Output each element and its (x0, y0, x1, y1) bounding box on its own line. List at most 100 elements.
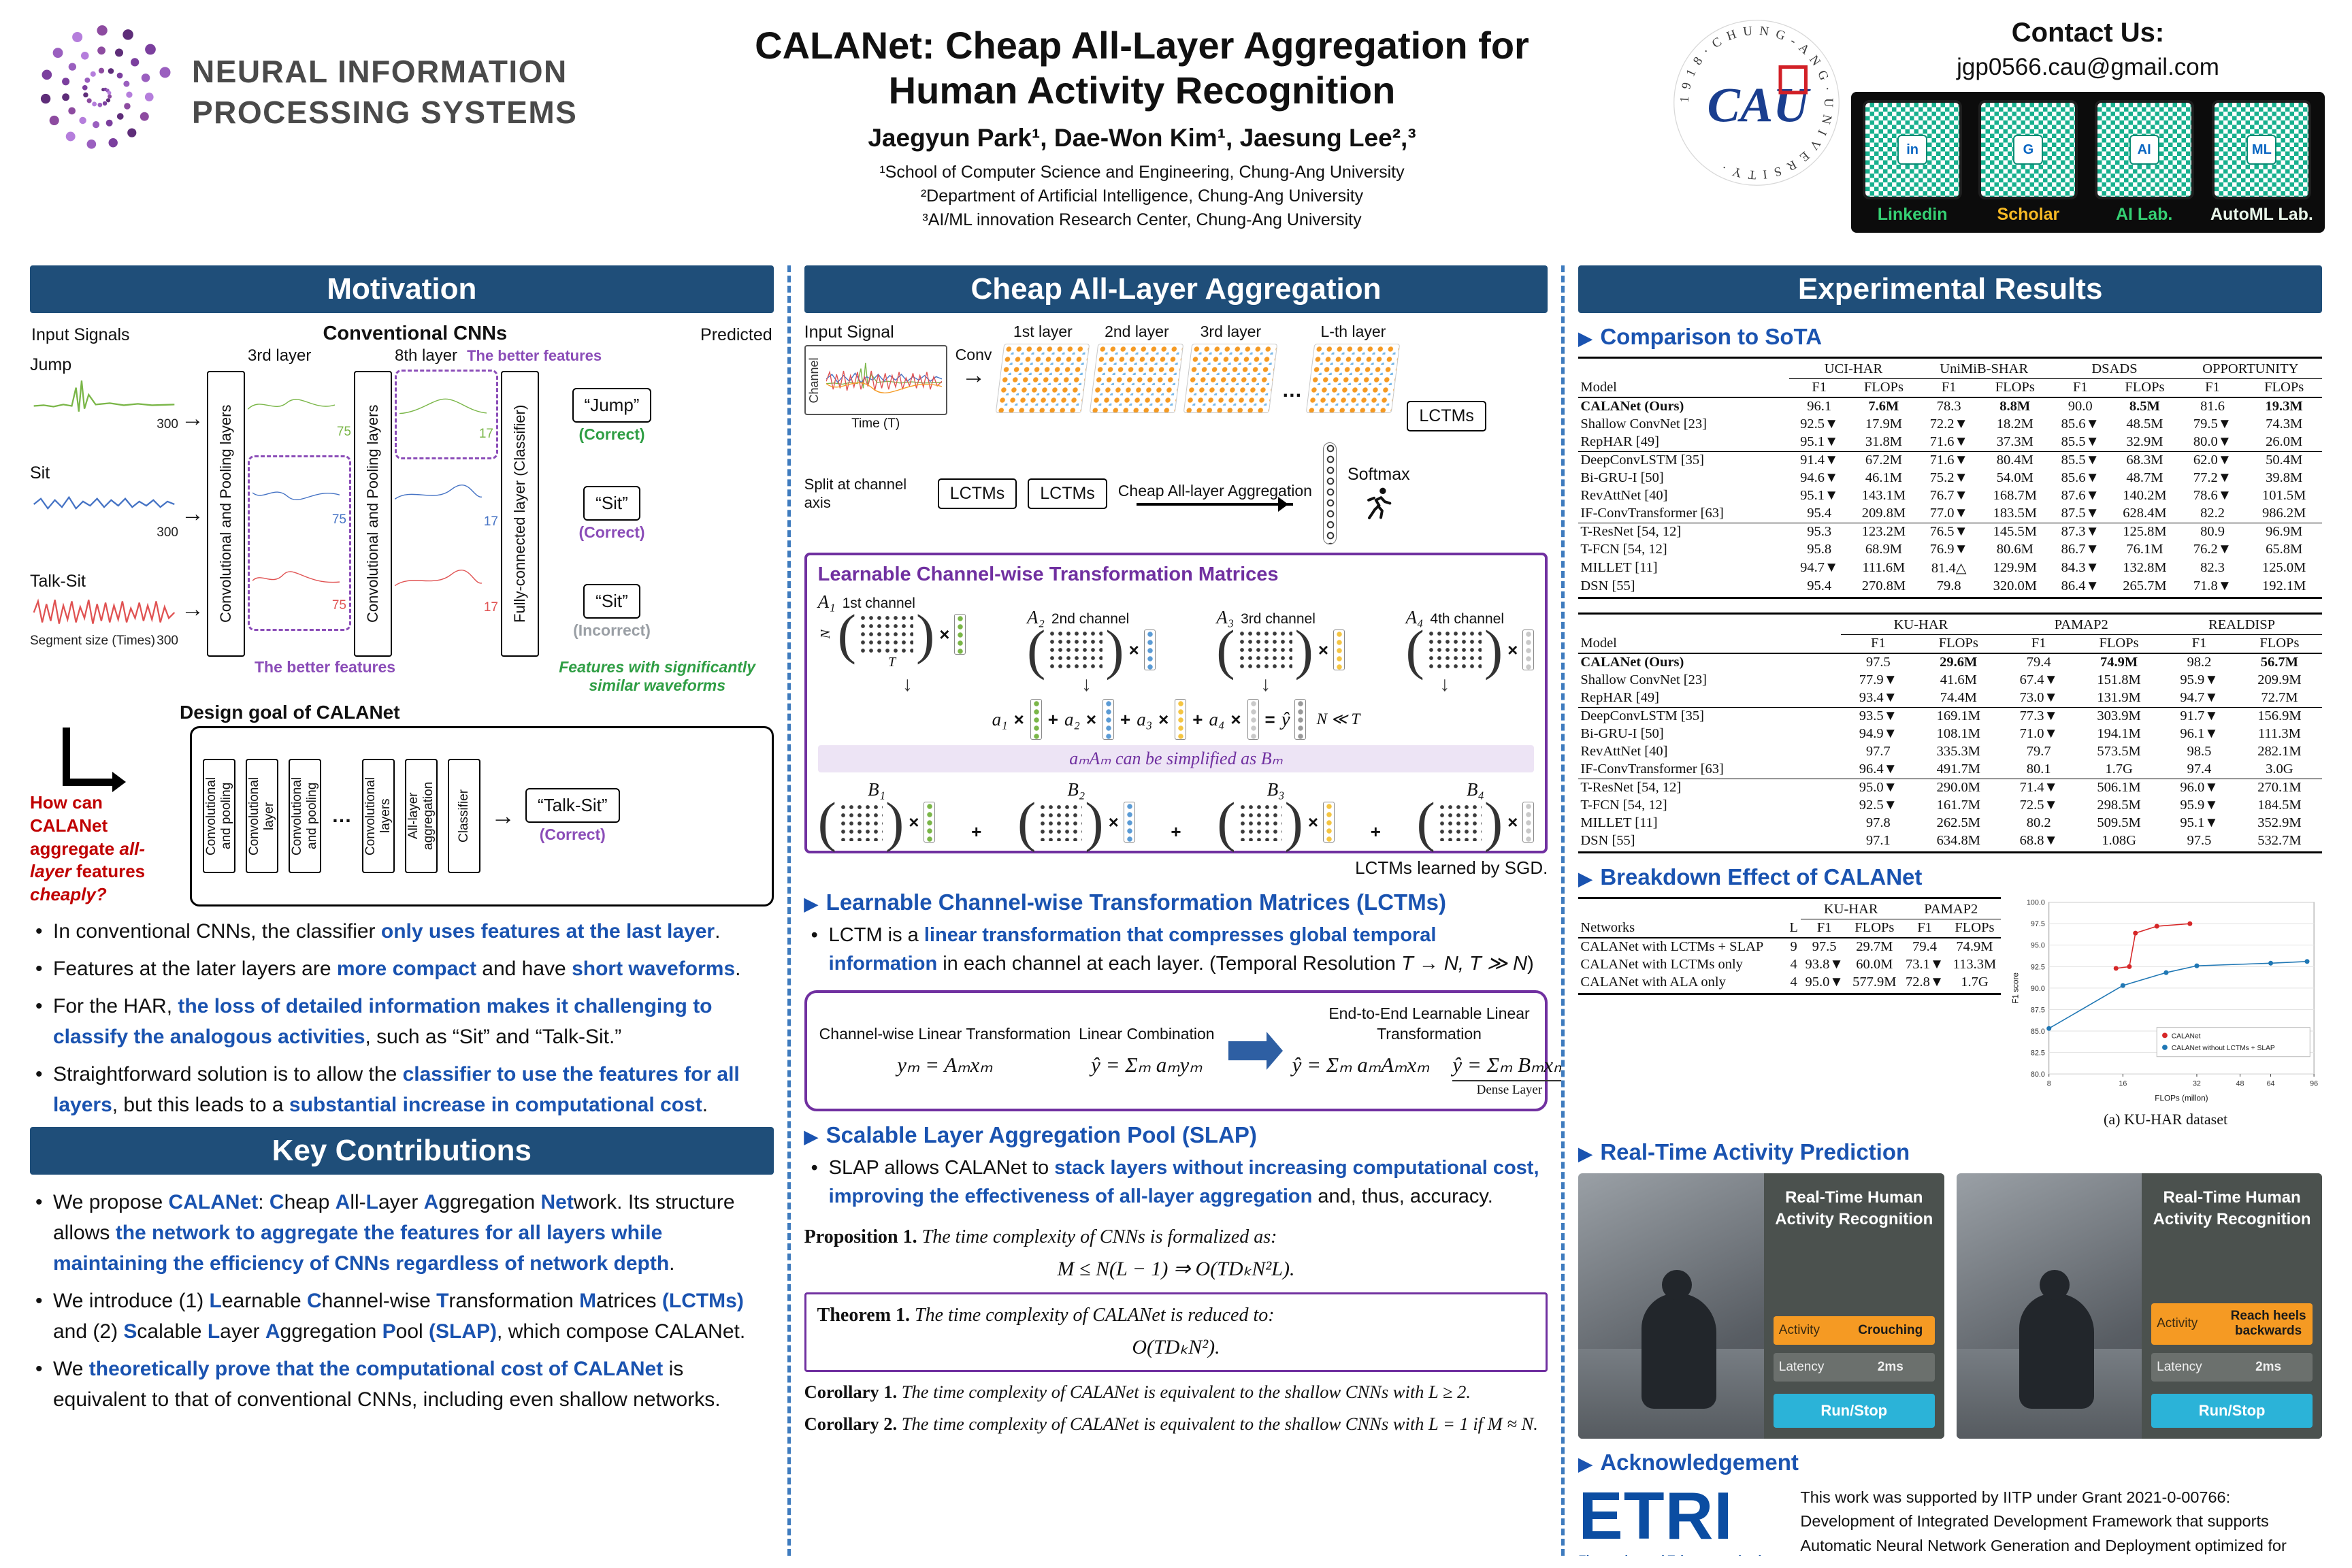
table-row: DeepConvLSTM [35] 93.5▼ 169.1M 77.3▼ 303.9M 9… (1578, 706, 2323, 725)
channel-3-label: 3rd channel (1241, 611, 1316, 627)
channel-2-vector (1143, 630, 1156, 670)
softmax-label: Softmax (1347, 464, 1410, 484)
method-section-header: Cheap All-Layer Aggregation (804, 265, 1548, 313)
qr-item-scholar: G Scholar (1978, 100, 2078, 225)
activity-row: Activity Crouching (1773, 1316, 1935, 1345)
proposition-1: Proposition 1. The time complexity of CN… (804, 1224, 1548, 1283)
person-photo (1578, 1173, 1764, 1439)
cau-mark: CAU (1708, 78, 1812, 133)
ai-lab-icon: AI (2129, 135, 2159, 165)
simplified-matrix (1238, 803, 1282, 841)
feature-wave (252, 571, 340, 583)
matrix-B2-label: B₂ (1067, 779, 1085, 800)
verdict-incorrect: (Incorrect) (573, 621, 651, 639)
table-row: IF-ConvTransformer [63] 95.4 209.8M 77.0▼ 18… (1580, 506, 2306, 521)
contact-email-link[interactable]: jgp0566.cau@gmail.com (1957, 54, 2219, 80)
acknowledgement-text: This work was supported by IITP under Gr… (1800, 1488, 2287, 1554)
realtime-demo-photo-1: Real-Time Human Activity Recognition Act… (1578, 1173, 1944, 1439)
table-row: CALANet (Ours) 97.5 29.6M 79.4 74.9M 98.2 56.7… (1580, 655, 2298, 670)
signal-talk-sit-label: Talk-Sit (30, 571, 86, 591)
n-much-less-than-t: N ≪ T (1316, 710, 1360, 728)
feature-wave (395, 484, 482, 500)
layer-1-label: 1st layer (1013, 323, 1073, 340)
segment-size-label: Segment size (Times) (30, 633, 156, 648)
table-row: T-FCN [54, 12] 95.8 68.9M 76.9▼ 80.6M 86.7▼ 76… (1580, 542, 2303, 557)
talk-sit-length: 300 (157, 633, 178, 648)
table-row: T-FCN [54, 12] 92.5▼ 161.7M 72.5▼ 298.5M 95.9… (1580, 798, 2302, 813)
channel-1-vector (954, 614, 966, 655)
layer-3-label: 3rd layer (1200, 323, 1262, 340)
feature-wave (248, 399, 335, 410)
method-diagram-row2: Split at channel axis LCTMs LCTMs Cheap … (804, 442, 1548, 544)
transformation-matrix (1237, 630, 1292, 670)
qr-item-linkedin: in Linkedin (1863, 100, 1963, 225)
svg-text:8: 8 (2047, 1080, 2051, 1088)
feature-wave (395, 570, 482, 587)
eq1-formula: yₘ = Aₘxₘ (897, 1052, 993, 1077)
contact-label: Contact Us: (2011, 18, 2165, 48)
input-signal-plot: Channel (804, 345, 947, 415)
neurips-wordmark-line2: PROCESSING SYSTEMS (192, 95, 578, 130)
third-layer-label: 3rd layer (248, 346, 312, 365)
person-silhouette (2019, 1270, 2095, 1409)
poster-title: CALANet: Cheap All-Layer Aggregation for… (630, 23, 1654, 113)
verdict-correct: (Correct) (578, 523, 645, 541)
n-dimension-label: N (817, 630, 833, 639)
feature-length: 17 (483, 600, 498, 615)
table-row: T-ResNet [54, 12] 95.0▼ 290.0M 71.4▼ 506.1M 9… (1578, 778, 2323, 797)
linkedin-icon: in (1897, 135, 1928, 165)
run-stop-button: Run/Stop (2151, 1394, 2313, 1428)
table-row: Bi-GRU-I [50] 94.9▼ 108.1M 71.0▼ 194.1M 96.1▼… (1580, 726, 2301, 741)
transformation-matrix (1426, 630, 1482, 670)
section-marker-icon: ▶ (1578, 1143, 1592, 1164)
table-row: Shallow ConvNet [23] 92.5▼ 17.9M 72.2▼ 18.2M… (1580, 416, 2303, 431)
table-row: CALANet with LCTMs + SLAP 9 97.5 29.7M 79.4 7… (1580, 939, 1993, 954)
poster-title-line2: Human Activity Recognition (888, 69, 1396, 112)
third-layer-features: 3rd layer 75 75 75 (248, 346, 351, 657)
better-features-box-upper: 17 (395, 370, 498, 459)
motivation-bullets: In conventional CNNs, the classifier onl… (30, 916, 774, 1127)
eq3-title: End-to-End Learnable Linear Transformati… (1328, 1004, 1530, 1043)
sit-length: 300 (157, 525, 178, 540)
app-title: Real-Time Human Activity Recognition (2153, 1188, 2311, 1229)
coef-a1: a₁ (992, 708, 1008, 730)
matrix-B4-label: B₄ (1466, 779, 1484, 800)
results-table: KU-HAR PAMAP2 Networks L F1 FLOPs F1 FLOPs CALAN… (1578, 897, 2002, 995)
feature-length: 75 (331, 512, 346, 527)
latency-value: 2ms (1877, 1360, 1904, 1375)
slap-section-heading: ▶ Scalable Layer Aggregation Pool (SLAP) (804, 1122, 1257, 1147)
eighth-layer-features: 8th layer The better features 17 17 17 (395, 346, 602, 657)
ai-lab-qr-code: AI (2094, 100, 2194, 199)
theorem-formula: O(TDₖN²). (1132, 1336, 1220, 1359)
goal-block-6: Classifier (448, 759, 480, 874)
design-goal-label: Design goal of CALANet (180, 702, 400, 723)
fc-classifier-block: Fully-connected layer (Classifier) (501, 371, 539, 657)
theorem-lead: Theorem 1. (817, 1305, 911, 1326)
section-marker-icon: ▶ (1578, 868, 1592, 889)
table-row: DSN [55] 95.4 270.8M 79.8 320.0M 86.4▼ 265.7M 7… (1578, 577, 2323, 599)
layer-L-label: L-th layer (1320, 323, 1386, 340)
svg-text:92.5: 92.5 (2031, 963, 2045, 971)
goal-block-5: All-layer aggregation (405, 759, 438, 874)
simplification-note: aₘAₘ can be simplified as Bₘ (817, 745, 1535, 772)
table-row: IF-ConvTransformer [63] 96.4▼ 491.7M 80.1 1.… (1580, 762, 2293, 777)
poster-header: NEURAL INFORMATION PROCESSING SYSTEMS CA… (0, 0, 2352, 265)
feature-length: 17 (478, 427, 493, 441)
table-row: T-ResNet [54, 12] 95.3 123.2M 76.5▼ 145.5M 87… (1578, 522, 2323, 541)
coef-a3: a₃ (1137, 708, 1153, 730)
contact-block: 1 9 1 8 · C H U N G - A N G · U N I V E … (1671, 18, 2325, 233)
neurips-wordmark: NEURAL INFORMATION PROCESSING SYSTEMS (192, 52, 577, 133)
breakdown-heading: ▶ Breakdown Effect of CALANet (1578, 864, 1923, 889)
automl-lab-qr-code: ML (2212, 100, 2312, 199)
cau-red-square (1778, 65, 1808, 95)
sota-table-1: UCI-HAR UniMiB-SHAR DSADS OPPORTUNITY Model F… (1578, 353, 2323, 599)
arrow-icon: → (181, 405, 204, 431)
feature-length: 17 (483, 514, 498, 529)
svg-text:F1 score: F1 score (2012, 973, 2021, 1004)
goal-block-2: Convolutional layer (246, 759, 278, 874)
talk-sit-waveform (33, 598, 176, 624)
arrow-icon: → (491, 802, 515, 830)
conv-pooling-block-1: Convolutional and Pooling layers (207, 371, 245, 657)
lctm-bullet: LCTM is a linear transformation that com… (804, 921, 1548, 978)
qr-label-linkedin: Linkedin (1877, 205, 1948, 224)
